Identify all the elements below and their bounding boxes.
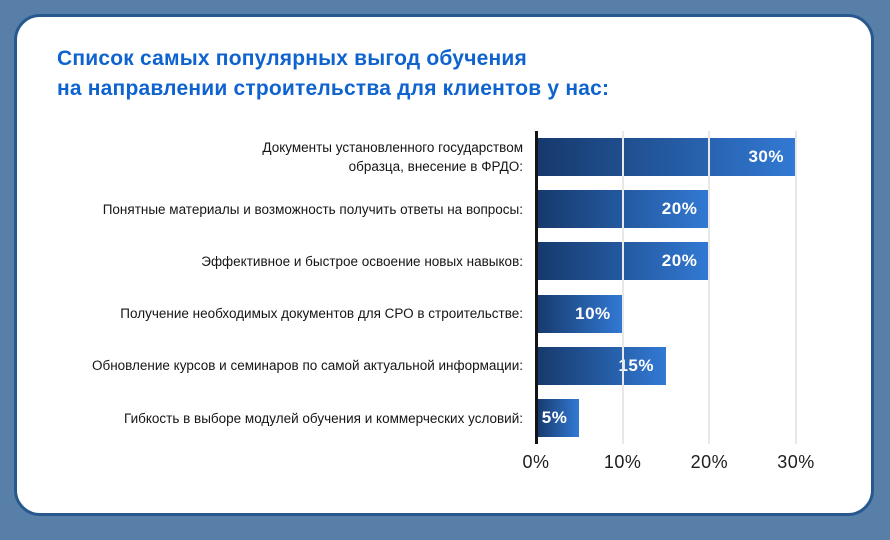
bar-chart: Документы установленного государством об… [45,131,881,472]
bar: 30% [536,138,796,177]
bar-value-label: 15% [618,355,654,375]
bar-value-label: 20% [661,251,698,271]
bar-value-label: 5% [541,408,568,428]
bar-row: 5% [536,392,881,444]
bar-row: 15% [536,340,881,392]
gridline [708,131,711,445]
category-label: Документы установленного государством об… [262,140,523,175]
category-label: Обновление курсов и семинаров по самой а… [91,358,523,374]
category-label: Получение необходимых документов для СРО… [120,306,523,322]
category-label-row: Получение необходимых документов для СРО… [45,288,536,340]
x-axis-ticks: 0% 10% 20% 30% [522,452,881,476]
bar-value-label: 30% [748,147,784,167]
y-axis-line [535,131,538,445]
gridline [621,131,624,445]
category-label-row: Эффективное и быстрое освоение новых нав… [45,235,536,287]
category-label: Эффективное и быстрое освоение новых нав… [201,253,523,269]
x-tick-label: 10% [603,452,642,472]
category-labels-column: Документы установленного государством об… [45,131,536,444]
x-tick-label: 30% [777,452,815,472]
bar: 5% [536,399,580,438]
category-label: Понятные материалы и возможность получит… [102,201,523,217]
bar-value-label: 10% [575,303,611,323]
page-title: Список самых популярных выгод обучения н… [57,47,610,100]
bar-value-label: 20% [661,199,698,219]
bar: 10% [536,294,623,333]
category-label-row: Понятные материалы и возможность получит… [45,183,536,235]
chart-card: Список самых популярных выгод обучения н… [14,14,874,516]
x-tick-label: 20% [690,452,729,472]
x-tick-label: 0% [522,452,550,472]
bar: 15% [536,346,666,385]
category-label-row: Обновление курсов и семинаров по самой а… [45,340,536,392]
category-label: Гибкость в выборе модулей обучения и ком… [124,410,523,426]
category-label-row: Гибкость в выборе модулей обучения и ком… [45,392,536,444]
plot-area: 30% 20% 20% 10% 15% 5% 0% 10% 20% 30% [522,131,881,472]
gridline [795,131,797,445]
bar-row: 10% [536,288,881,340]
bar-row: 30% [536,131,881,183]
category-label-row: Документы установленного государством об… [45,131,536,183]
